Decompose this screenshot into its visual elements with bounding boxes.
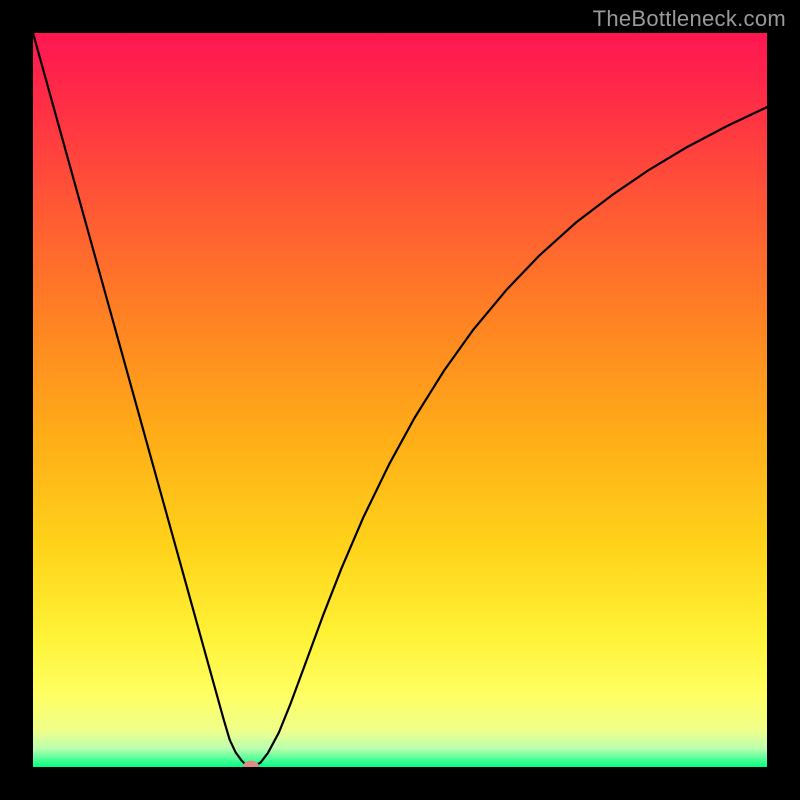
watermark-label: TheBottleneck.com xyxy=(593,6,786,32)
chart-frame: TheBottleneck.com xyxy=(0,0,800,800)
plot-background xyxy=(33,33,767,767)
bottleneck-plot xyxy=(33,33,767,767)
